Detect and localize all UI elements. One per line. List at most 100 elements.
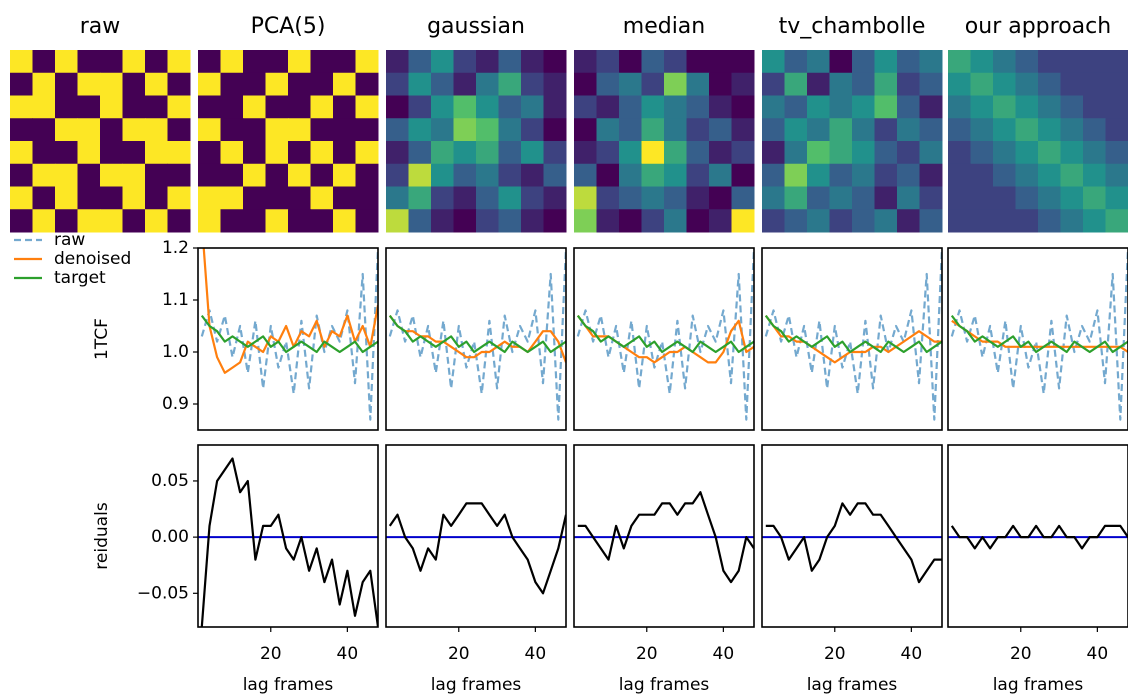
heatmap-cell <box>431 50 454 74</box>
series-line <box>576 248 754 421</box>
heatmap-cell <box>919 209 943 233</box>
plot-area <box>200 248 378 421</box>
heatmap-cell <box>1083 186 1106 210</box>
heatmap-cell <box>122 72 146 96</box>
plot-area <box>574 491 754 584</box>
heatmap-cell <box>453 118 477 142</box>
heatmap-cell <box>829 72 853 96</box>
heatmap-cell <box>243 186 266 210</box>
heatmap-cell <box>574 50 597 74</box>
heatmap-cell <box>709 209 732 233</box>
heatmap-cell <box>122 50 146 74</box>
heatmap-cell <box>1083 209 1106 233</box>
heatmap-cell <box>100 95 123 119</box>
heatmap-cell <box>1083 72 1106 96</box>
heatmap-cell <box>686 50 710 74</box>
heatmap-cell <box>145 118 168 142</box>
legend-label: target <box>54 268 106 288</box>
heatmap-cell <box>543 50 567 74</box>
heatmap-cell <box>731 50 755 74</box>
heatmap-cell <box>1105 95 1128 119</box>
heatmap-cell <box>32 50 56 74</box>
heatmap-cell <box>386 95 409 119</box>
heatmap-cell <box>1015 118 1039 142</box>
heatmap-cell <box>32 118 56 142</box>
heatmap-cell <box>970 186 994 210</box>
heatmap-cell <box>543 141 567 165</box>
heatmap-cell <box>1060 50 1084 74</box>
heatmap-cell <box>1083 50 1106 74</box>
heatmap-cell <box>10 163 33 187</box>
heatmap-cell <box>77 186 101 210</box>
heatmap-cell <box>288 72 311 96</box>
heatmap-cell <box>709 163 732 187</box>
heatmap-cell <box>784 141 808 165</box>
plot-area <box>764 248 942 421</box>
heatmap-cell <box>288 118 311 142</box>
heatmap-cell <box>333 50 356 74</box>
heatmap-cell <box>145 50 168 74</box>
heatmap-cell <box>948 50 971 74</box>
panel-title: median <box>623 14 705 39</box>
heatmap-cell <box>431 118 454 142</box>
heatmap-cell <box>709 50 732 74</box>
heatmap-cell <box>333 95 356 119</box>
heatmap-cell <box>521 95 544 119</box>
x-tick-label: 20 <box>824 644 846 664</box>
heatmap-cell <box>122 186 146 210</box>
heatmap-cell <box>1083 95 1106 119</box>
heatmap-cell <box>77 72 101 96</box>
heatmap-cell <box>386 163 409 187</box>
series-line <box>388 248 566 421</box>
heatmap-cell <box>919 118 943 142</box>
heatmap-cell <box>829 95 853 119</box>
heatmap-cell <box>220 141 244 165</box>
series-line <box>200 248 378 421</box>
heatmap-cell <box>355 95 379 119</box>
heatmap-cell <box>641 186 665 210</box>
heatmap-cell <box>596 50 620 74</box>
heatmap-cell <box>521 118 544 142</box>
heatmap-cell <box>852 209 875 233</box>
heatmap-cell <box>453 209 477 233</box>
heatmap-cell <box>476 118 499 142</box>
axes-frame <box>573 444 755 628</box>
heatmap-cell <box>874 186 898 210</box>
heatmap-cell <box>77 118 101 142</box>
heatmap-cell <box>852 95 875 119</box>
heatmap-cell <box>145 186 168 210</box>
heatmap-cell <box>77 141 101 165</box>
heatmap-cell <box>686 72 710 96</box>
heatmap-cell <box>874 72 898 96</box>
series-line <box>388 314 566 354</box>
heatmap-cell <box>122 163 146 187</box>
heatmap-cell <box>288 95 311 119</box>
heatmap-cell <box>310 50 334 74</box>
heatmap-cell <box>897 118 920 142</box>
heatmap-cell <box>288 209 311 233</box>
heatmap-cell <box>265 141 289 165</box>
heatmap-cell <box>310 118 334 142</box>
plot-area <box>198 457 378 627</box>
heatmap-cell <box>1060 118 1084 142</box>
series-line <box>388 314 566 363</box>
heatmap-cell <box>453 72 477 96</box>
heatmap-cell <box>453 95 477 119</box>
heatmap-cell <box>829 163 853 187</box>
heatmap-cell <box>619 186 642 210</box>
panel-title: our approach <box>965 14 1111 39</box>
heatmap-cell <box>333 186 356 210</box>
heatmap-cell <box>476 50 499 74</box>
heatmap-cell <box>198 209 221 233</box>
heatmap-cell <box>686 209 710 233</box>
heatmap-cell <box>829 186 853 210</box>
heatmap-cell <box>167 72 191 96</box>
heatmap-cell <box>265 118 289 142</box>
heatmap-cell <box>1015 95 1039 119</box>
heatmap-cell <box>408 118 432 142</box>
heatmap-cell <box>993 72 1016 96</box>
axes-frame <box>197 444 379 628</box>
heatmap-cell <box>664 118 687 142</box>
legend-label: raw <box>54 230 85 250</box>
